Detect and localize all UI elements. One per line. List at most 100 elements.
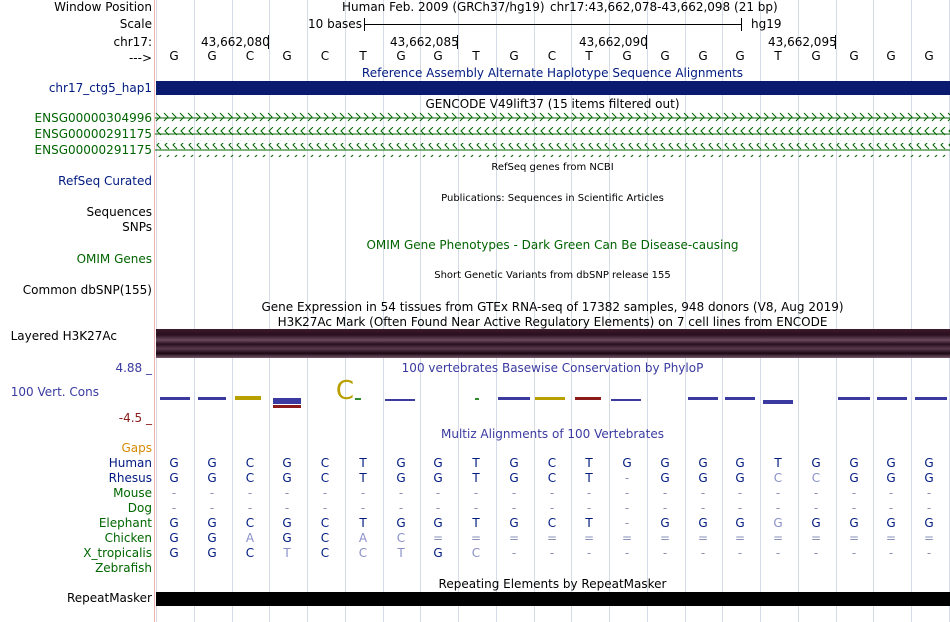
gencode-genes[interactable] (155, 110, 950, 160)
gene-row-3[interactable] (155, 143, 950, 157)
track-label-dbsnp[interactable]: Common dbSNP(155) (22, 283, 152, 297)
multiz-title: Multiz Alignments of 100 Vertebrates (440, 427, 665, 441)
alignment-base: G (207, 471, 217, 485)
phylop-logo[interactable]: C (155, 376, 950, 416)
alignment-base: C (320, 546, 330, 560)
alignment-base: C (547, 471, 557, 485)
alignment-base: G (660, 456, 670, 470)
track-label-hap1[interactable]: chr17_ctg5_hap1 (48, 81, 152, 95)
species-label[interactable]: Human (108, 456, 152, 470)
species-label[interactable]: X_tropicalis (83, 546, 152, 560)
alignment-base: G (849, 456, 859, 470)
alignment-base: G (660, 471, 670, 485)
species-label[interactable]: Rhesus (108, 471, 152, 485)
alt-haplotype-bar[interactable] (156, 81, 950, 95)
phylop-title: 100 vertebrates Basewise Conservation by… (401, 361, 704, 375)
scale-db: hg19 (751, 17, 782, 31)
alignment-base: G (735, 516, 745, 530)
alignment-base: C (773, 471, 783, 485)
alignment-base: = (923, 531, 935, 545)
alignment-base: - (700, 486, 706, 500)
base-gridline (911, 0, 912, 622)
species-label[interactable]: Elephant (98, 516, 152, 530)
gene-label-2[interactable]: ENSG00000291175 (34, 127, 152, 141)
alignment-base: - (284, 501, 290, 515)
strand-arrow-label[interactable]: ---> (128, 51, 152, 65)
h3k27-signal[interactable] (156, 329, 950, 358)
coordinate-label: 43,662,090 (579, 35, 648, 49)
track-label-h3k27[interactable]: Layered H3K27Ac (10, 329, 117, 343)
alignment-base: C (396, 531, 406, 545)
alignment-base: G (811, 456, 821, 470)
alignment-base: - (662, 486, 668, 500)
gene-label-3[interactable]: ENSG00000291175 (34, 143, 152, 157)
assembly-title: Human Feb. 2009 (GRCh37/hg19) (342, 0, 545, 14)
alignment-base: A (358, 531, 368, 545)
base-gridline (496, 0, 497, 622)
chrom-label: chr17: (113, 35, 152, 49)
alignment-base: = (621, 531, 633, 545)
alignment-base: - (851, 546, 857, 560)
reference-base: G (433, 49, 443, 63)
alignment-base: T (585, 456, 593, 470)
track-label-phylop[interactable]: 100 Vert. Cons (10, 385, 99, 399)
alignment-base: - (435, 486, 441, 500)
gene-row-1[interactable] (155, 111, 950, 125)
reference-base: G (849, 49, 859, 63)
gene-row-2[interactable] (155, 127, 950, 141)
alignment-base: C (320, 471, 330, 485)
alignment-base: - (586, 486, 592, 500)
gtex-title: Gene Expression in 54 tissues from GTEx … (261, 300, 844, 314)
alignment-base: C (245, 471, 255, 485)
alignment-base: = (734, 531, 746, 545)
alignment-base: - (775, 546, 781, 560)
base-gridline (420, 0, 421, 622)
alignment-base: - (813, 546, 819, 560)
alignment-base: C (245, 546, 255, 560)
alignment-base: C (471, 546, 481, 560)
alignment-base: G (396, 471, 406, 485)
coordinate-label: 43,662,085 (390, 35, 459, 49)
track-label-gaps[interactable]: Gaps (121, 441, 152, 455)
gene-label-1[interactable]: ENSG00000304996 (34, 111, 152, 125)
species-label[interactable]: Dog (127, 501, 152, 515)
alignment-base: G (433, 456, 443, 470)
base-gridline (798, 0, 799, 622)
reference-base: C (320, 49, 330, 63)
track-label-repeatmasker[interactable]: RepeatMasker (66, 591, 152, 605)
alignment-base: G (773, 516, 783, 530)
track-labels-panel: Window Position Scale chr17: ---> chr17_… (0, 0, 154, 622)
species-label[interactable]: Chicken (104, 531, 152, 545)
reference-base: C (245, 49, 255, 63)
alignment-base: - (586, 546, 592, 560)
alignment-base: - (737, 546, 743, 560)
alignment-base: C (320, 456, 330, 470)
alignment-base: G (207, 546, 217, 560)
alignment-base: - (473, 501, 479, 515)
coordinate-tick (268, 35, 269, 49)
reference-base: G (282, 49, 292, 63)
base-gridline (722, 0, 723, 622)
species-label[interactable]: Zebrafish (95, 561, 152, 575)
reference-base: G (509, 49, 519, 63)
alignment-base: T (585, 516, 593, 530)
alignment-base: G (509, 456, 519, 470)
alignment-base: G (396, 516, 406, 530)
base-gridline (760, 0, 761, 622)
base-gridline (571, 0, 572, 622)
alignment-base: G (622, 456, 632, 470)
track-label-snps[interactable]: SNPs (122, 220, 152, 234)
coordinate-tick (457, 35, 458, 49)
track-label-refseq[interactable]: RefSeq Curated (58, 174, 152, 188)
alignment-base: - (888, 546, 894, 560)
alt-haplotype-title: Reference Assembly Alternate Haplotype S… (361, 66, 744, 80)
alignment-base: - (322, 501, 328, 515)
track-label-omim[interactable]: OMIM Genes (76, 252, 152, 266)
alignment-base: G (207, 456, 217, 470)
omim-title: OMIM Gene Phenotypes - Dark Green Can Be… (366, 238, 739, 252)
species-label[interactable]: Mouse (113, 486, 152, 500)
tracks-panel[interactable]: Human Feb. 2009 (GRCh37/hg19) chr17:43,6… (155, 0, 950, 622)
base-gridline (194, 0, 195, 622)
repeatmasker-bar[interactable] (156, 592, 950, 606)
track-label-sequences[interactable]: Sequences (86, 205, 152, 219)
